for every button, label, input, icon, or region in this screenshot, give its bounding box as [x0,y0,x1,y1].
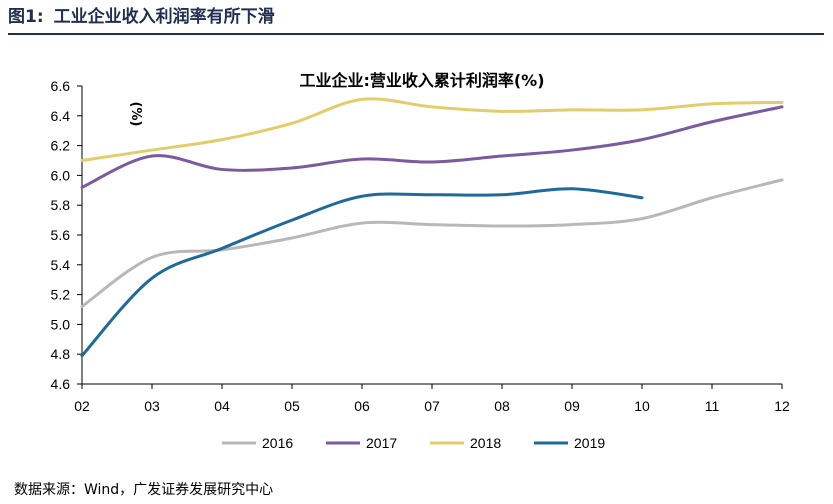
x-tick-label: 09 [564,398,580,414]
y-tick-label: 4.6 [51,376,71,392]
legend-label-2016: 2016 [262,435,293,451]
chart-series [80,97,784,358]
unit-label: (%) [128,102,143,127]
y-tick-label: 4.8 [51,346,71,362]
x-tick-label: 04 [214,398,230,414]
line-chart: 4.6 4.8 5.0 5.2 5.4 5.6 5.8 6.0 6.2 6.4 6.6 02 03 04 0… [51,71,790,451]
chart-axes: 4.6 4.8 5.0 5.2 5.4 5.6 5.8 6.0 6.2 6.4 6.6 02 03 04 0… [51,78,790,414]
y-tick-label: 6.6 [51,78,71,94]
x-tick-label: 02 [74,398,90,414]
x-tick-label: 07 [424,398,440,414]
x-tick-label: 11 [705,398,720,414]
x-tick-label: 08 [494,398,510,414]
y-tick-label: 5.6 [51,227,71,243]
legend-label-2017: 2017 [366,435,397,451]
y-tick-label: 6.0 [51,167,71,183]
figure-title: 图1: 工业企业收入利润率有所下滑 [8,4,275,30]
series-line-2016 [80,178,784,309]
figure-title-text: 工业企业收入利润率有所下滑 [53,7,275,27]
y-tick-label: 6.4 [51,108,71,124]
x-tick-label: 10 [634,398,650,414]
x-tick-label: 06 [354,398,370,414]
figure-label: 图1: [8,7,44,27]
series-line-2017 [80,105,784,189]
x-tick-label: 03 [144,398,160,414]
y-tick-label: 5.0 [51,316,71,332]
title-divider [8,33,824,35]
series-line-2018 [80,97,784,162]
y-tick-label: 5.4 [51,257,71,273]
x-tick-label: 05 [284,398,300,414]
legend-label-2019: 2019 [574,435,605,451]
chart-legend: 2016 2017 2018 2019 [222,435,605,451]
series-line-2019 [80,187,644,358]
x-tick-label: 12 [774,398,790,414]
y-tick-label: 5.8 [51,197,71,213]
data-source-note: 数据来源：Wind，广发证券发展研究中心 [14,482,274,498]
y-tick-label: 5.2 [51,287,71,303]
chart-title: 工业企业:营业收入累计利润率(%) [299,71,544,90]
legend-label-2018: 2018 [470,435,501,451]
y-tick-label: 6.2 [51,138,71,154]
